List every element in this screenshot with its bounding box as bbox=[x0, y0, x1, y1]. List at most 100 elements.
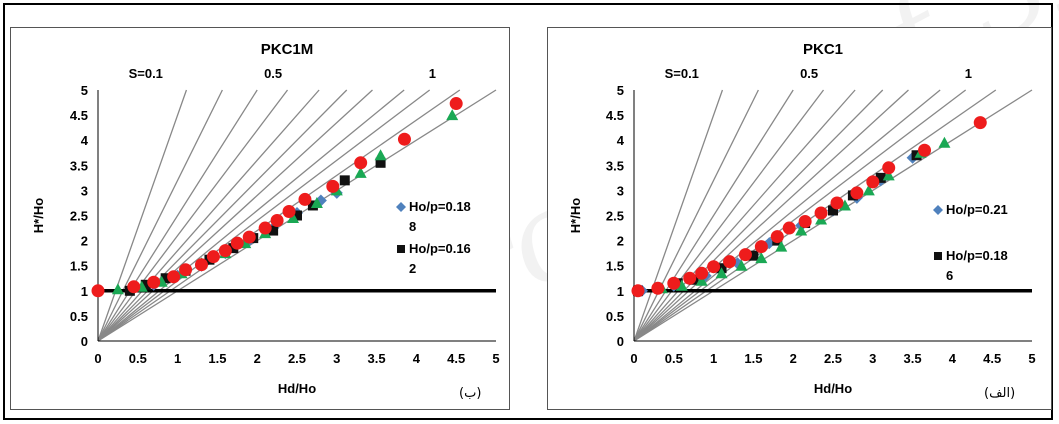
legend-marker-square bbox=[934, 252, 942, 260]
y-tick-label: 3.5 bbox=[606, 158, 624, 173]
guide-line bbox=[633, 89, 941, 342]
data-point-triangle bbox=[775, 240, 788, 252]
x-tick-label: 4.5 bbox=[447, 351, 465, 366]
y-tick-label: 1 bbox=[81, 284, 88, 299]
data-point-circle bbox=[270, 214, 284, 228]
panel-label: (ب) bbox=[459, 386, 481, 401]
x-tick-label: 2.5 bbox=[288, 351, 306, 366]
guide-line bbox=[633, 89, 724, 342]
x-tick-label: 3 bbox=[333, 351, 340, 366]
x-tick-label: 0 bbox=[94, 351, 101, 366]
y-tick-label: 1.5 bbox=[70, 259, 88, 274]
chart-panel-pkc1m: 0 0.5 1 1.5 2 2.5 3 3.5 4 4.5 5 0 0.5 1 1.5 2 2.5 3 3.5 4 4.… bbox=[10, 27, 510, 410]
data-point-square bbox=[292, 210, 302, 221]
data-point-circle bbox=[298, 192, 312, 206]
guide-line bbox=[97, 89, 405, 342]
data-point-triangle bbox=[715, 267, 728, 279]
y-tick-label: 2.5 bbox=[70, 209, 88, 224]
data-point-circle bbox=[667, 276, 681, 290]
slope-label: 1 bbox=[965, 66, 972, 81]
x-tick-label: 1.5 bbox=[208, 351, 226, 366]
data-point-circle bbox=[631, 284, 645, 298]
legend-label: Ho/p=0.18 bbox=[409, 199, 471, 214]
y-tick-label: 4.5 bbox=[70, 108, 88, 123]
guide-line bbox=[633, 89, 884, 342]
data-point-circle bbox=[707, 260, 721, 274]
data-point-square bbox=[339, 175, 350, 186]
legend-label-cont: 2 bbox=[409, 261, 416, 276]
slope-label: 0.5 bbox=[800, 66, 818, 81]
data-point-triangle bbox=[882, 169, 895, 181]
y-tick-label: 1 bbox=[617, 284, 624, 299]
slope-label: 1 bbox=[429, 66, 436, 81]
guide-line bbox=[97, 89, 188, 342]
x-tick-label: 4 bbox=[949, 351, 957, 366]
guide-line bbox=[97, 89, 289, 342]
legend-marker-square bbox=[397, 245, 405, 253]
guide-line bbox=[633, 89, 997, 342]
x-tick-label: 5 bbox=[1028, 351, 1035, 366]
x-tick-label: 4.5 bbox=[983, 351, 1001, 366]
y-tick-label: 0 bbox=[617, 334, 624, 349]
x-axis-label: Hd/Ho bbox=[814, 381, 852, 396]
x-tick-label: 1 bbox=[174, 351, 181, 366]
data-point-circle bbox=[147, 275, 161, 289]
chart-pkc1m: 0 0.5 1 1.5 2 2.5 3 3.5 4 4.5 5 0 0.5 1 1.5 2 2.5 3 3.5 4 4.… bbox=[31, 41, 500, 401]
y-tick-label: 4 bbox=[81, 133, 89, 148]
data-point-circle bbox=[866, 175, 880, 189]
y-tick-label: 0.5 bbox=[70, 309, 88, 324]
x-tick-label: 3.5 bbox=[368, 351, 386, 366]
data-point-circle bbox=[683, 271, 697, 285]
x-tick-label: 3 bbox=[869, 351, 876, 366]
data-point-square bbox=[160, 273, 171, 284]
y-tick-label: 5 bbox=[617, 83, 624, 98]
legend-label: Ho/p=0.21 bbox=[946, 202, 1008, 217]
data-point-triangle bbox=[695, 274, 708, 286]
data-point-triangle bbox=[111, 283, 124, 295]
x-tick-label: 1 bbox=[710, 351, 717, 366]
legend-label-cont: 8 bbox=[409, 219, 416, 234]
x-axis-label: Hd/Ho bbox=[278, 381, 316, 396]
legend-marker-diamond bbox=[933, 205, 943, 215]
guide-line bbox=[97, 89, 348, 342]
data-point-circle bbox=[242, 230, 256, 244]
data-point-circle bbox=[798, 215, 812, 229]
x-tick-label: 2.5 bbox=[824, 351, 842, 366]
data-point-circle bbox=[651, 281, 665, 295]
y-tick-label: 1.5 bbox=[606, 259, 624, 274]
y-tick-label: 2.5 bbox=[606, 209, 624, 224]
y-tick-label: 2 bbox=[617, 234, 624, 249]
y-tick-label: 3.5 bbox=[70, 158, 88, 173]
panel-label: (الف) bbox=[984, 386, 1015, 401]
data-point-triangle bbox=[735, 259, 748, 271]
data-point-circle bbox=[695, 266, 709, 280]
y-tick-label: 2 bbox=[81, 234, 88, 249]
legend-label-cont: 6 bbox=[946, 268, 953, 283]
y-tick-label: 0 bbox=[81, 334, 88, 349]
guide-line bbox=[97, 89, 320, 342]
guide-line bbox=[633, 89, 825, 342]
x-tick-label: 2 bbox=[790, 351, 797, 366]
guide-line bbox=[97, 89, 373, 342]
guide-line bbox=[97, 89, 223, 342]
guide-line bbox=[633, 89, 856, 342]
data-point-circle bbox=[973, 116, 987, 130]
data-point-square bbox=[748, 250, 759, 261]
data-point-triangle bbox=[862, 184, 875, 196]
chart-panel-pkc1: 0 0.5 1 1.5 2 2.5 3 3.5 4 4.5 5 0 0.5 1 1.5 2 2.5 3 3.5 4 4.… bbox=[547, 27, 1052, 410]
data-point-circle bbox=[723, 255, 737, 269]
data-point-triangle bbox=[938, 136, 951, 148]
chart-pkc1: 0 0.5 1 1.5 2 2.5 3 3.5 4 4.5 5 0 0.5 1 1.5 2 2.5 3 3.5 4 4.… bbox=[568, 41, 1036, 401]
data-point-circle bbox=[814, 206, 828, 220]
guide-line bbox=[97, 89, 258, 342]
guide-line bbox=[633, 89, 909, 342]
data-point-circle bbox=[850, 186, 864, 200]
data-point-circle bbox=[326, 179, 340, 193]
data-point-circle bbox=[449, 97, 463, 111]
data-point-circle bbox=[918, 143, 932, 157]
data-point-square bbox=[375, 157, 386, 168]
guide-line bbox=[97, 89, 431, 342]
data-point-circle bbox=[882, 161, 896, 175]
data-point-triangle bbox=[795, 224, 808, 236]
guide-line bbox=[633, 89, 967, 342]
